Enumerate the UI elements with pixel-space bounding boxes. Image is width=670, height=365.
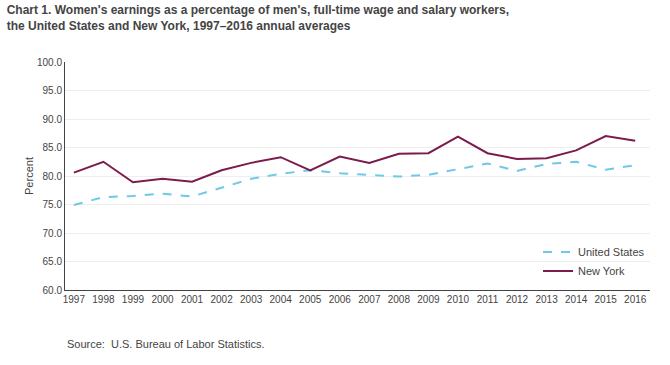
svg-text:2009: 2009 [417, 294, 440, 305]
svg-text:2002: 2002 [210, 294, 233, 305]
svg-text:2011: 2011 [477, 294, 499, 305]
svg-text:2005: 2005 [299, 294, 322, 305]
svg-text:70.0: 70.0 [43, 228, 63, 239]
svg-text:Chart 1. Women's earnings as a: Chart 1. Women's earnings as a percentag… [7, 3, 509, 33]
svg-text:Source: U.S. Bureau of Labor: Source: U.S. Bureau of Labor Statistics. [67, 338, 264, 350]
svg-text:2003: 2003 [240, 294, 263, 305]
svg-text:2000: 2000 [151, 294, 174, 305]
svg-text:2014: 2014 [565, 294, 588, 305]
svg-text:2015: 2015 [595, 294, 618, 305]
svg-text:65.0: 65.0 [43, 256, 63, 267]
svg-text:Percent: Percent [23, 157, 35, 195]
svg-text:95.0: 95.0 [43, 85, 63, 96]
svg-text:1997: 1997 [63, 294, 86, 305]
svg-text:2004: 2004 [270, 294, 293, 305]
svg-text:80.0: 80.0 [43, 171, 63, 182]
svg-text:85.0: 85.0 [43, 142, 63, 153]
svg-text:1999: 1999 [122, 294, 145, 305]
svg-text:2010: 2010 [447, 294, 470, 305]
svg-text:2013: 2013 [535, 294, 558, 305]
svg-text:100.0: 100.0 [37, 57, 62, 68]
svg-text:2016: 2016 [624, 294, 647, 305]
svg-text:2008: 2008 [388, 294, 411, 305]
svg-text:2001: 2001 [181, 294, 204, 305]
svg-text:2007: 2007 [358, 294, 381, 305]
svg-text:United States: United States [578, 246, 645, 258]
svg-text:2006: 2006 [329, 294, 352, 305]
svg-text:2012: 2012 [506, 294, 529, 305]
svg-text:90.0: 90.0 [43, 114, 63, 125]
svg-text:New York: New York [578, 265, 625, 277]
svg-text:1998: 1998 [92, 294, 115, 305]
svg-text:60.0: 60.0 [43, 285, 63, 296]
svg-text:75.0: 75.0 [43, 199, 63, 210]
